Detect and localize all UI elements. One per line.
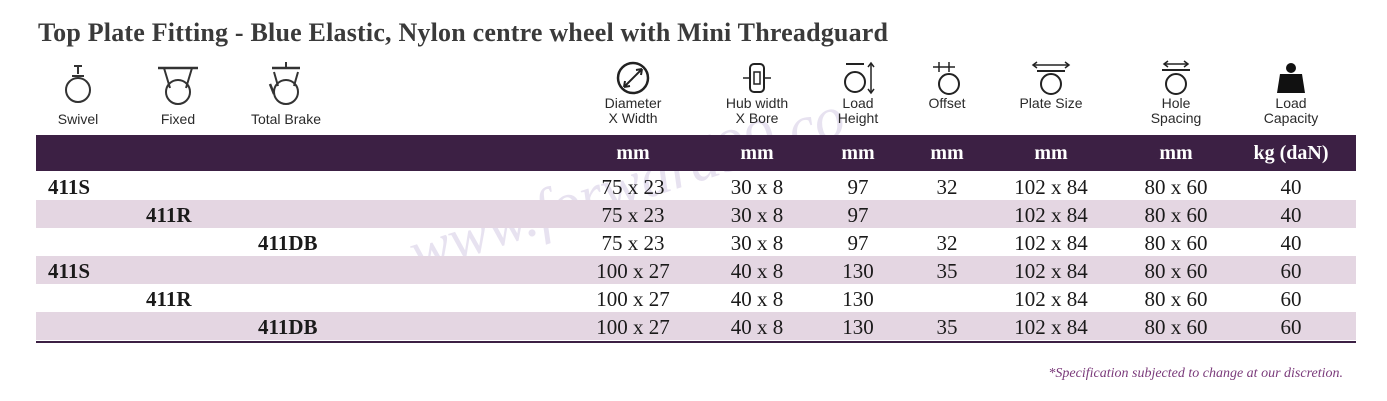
units-band: mm mm mm mm mm mm kg (daN) [36,135,1356,171]
row-code: 411R [146,287,192,311]
table-row: 411S 100 x 27 40 x 8 130 35 102 x 84 80 … [36,256,1356,284]
spec-header-hole: Hole Spacing [1136,60,1216,126]
unit-hub: mm [740,142,774,164]
type-label-swivel: Swivel [57,111,99,127]
offset-icon [933,62,960,95]
row-code: 411R [146,203,192,227]
row-code: 411DB [258,315,318,339]
row-code: 411S [48,175,91,199]
spec-header-plate: Plate Size [1006,60,1096,111]
spec-header-diameter: Diameter X Width [583,60,683,126]
unit-hole: mm [1159,142,1193,164]
table-row: 411DB 100 x 27 40 x 8 130 35 102 x 84 80… [36,312,1356,340]
spec-header-capacity: Load Capacity [1251,60,1331,126]
diameter-icon [616,61,650,95]
type-fixed: Fixed [118,60,238,127]
spec-header-offset: Offset [912,60,982,111]
hole-spacing-icon [1162,60,1190,95]
type-label-fixed: Fixed [160,111,196,127]
table-row: 411S 75 x 23 30 x 8 97 32 102 x 84 80 x … [36,172,1356,200]
table-row: 411R 100 x 27 40 x 8 130 102 x 84 80 x 6… [36,284,1356,312]
table-row: 411R 75 x 23 30 x 8 97 102 x 84 80 x 60 … [36,200,1356,228]
hub-width-icon [743,63,771,93]
fixed-castor-icon [158,66,198,105]
unit-diameter: mm [616,142,650,164]
unit-height: mm [841,142,875,164]
weight-icon [1277,63,1305,93]
load-height-icon [844,61,875,95]
table-row: 411DB 75 x 23 30 x 8 97 32 102 x 84 80 x… [36,228,1356,256]
type-label-total-brake: Total Brake [250,111,322,127]
row-code: 411DB [258,231,318,255]
unit-capacity: kg (daN) [1253,142,1329,164]
type-swivel: Swivel [18,60,138,127]
unit-offset: mm [930,142,964,164]
total-brake-castor-icon [268,62,300,105]
plate-size-icon [1031,61,1071,95]
table-bottom-rule [36,341,1356,343]
page-title: Top Plate Fitting - Blue Elastic, Nylon … [38,18,889,47]
type-total-brake: Total Brake [226,60,346,127]
spec-header-height: Load Height [818,60,898,126]
row-code: 411S [48,259,91,283]
footnote: *Specification subjected to change at ou… [1048,366,1343,381]
swivel-castor-icon [65,65,92,103]
spec-header-hub: Hub width X Bore [707,60,807,126]
unit-plate: mm [1034,142,1068,164]
